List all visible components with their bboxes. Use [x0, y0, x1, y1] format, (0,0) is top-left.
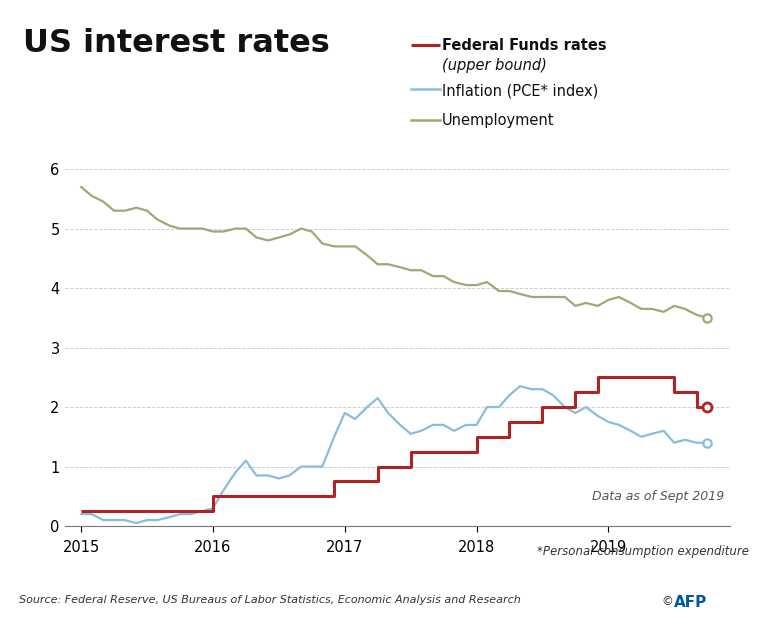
Text: US interest rates: US interest rates: [23, 28, 329, 59]
Text: ©: ©: [662, 595, 677, 609]
Text: AFP: AFP: [674, 595, 707, 610]
Text: (upper bound): (upper bound): [442, 58, 547, 73]
Text: Source: Federal Reserve, US Bureaus of Labor Statistics, Economic Analysis and R: Source: Federal Reserve, US Bureaus of L…: [19, 595, 521, 605]
Text: Unemployment: Unemployment: [442, 113, 554, 129]
Text: Inflation (PCE* index): Inflation (PCE* index): [442, 83, 598, 98]
Text: Data as of Sept 2019: Data as of Sept 2019: [592, 490, 724, 503]
Text: *Personal consumption expenditure: *Personal consumption expenditure: [537, 545, 749, 558]
Text: Federal Funds rates: Federal Funds rates: [442, 38, 606, 53]
